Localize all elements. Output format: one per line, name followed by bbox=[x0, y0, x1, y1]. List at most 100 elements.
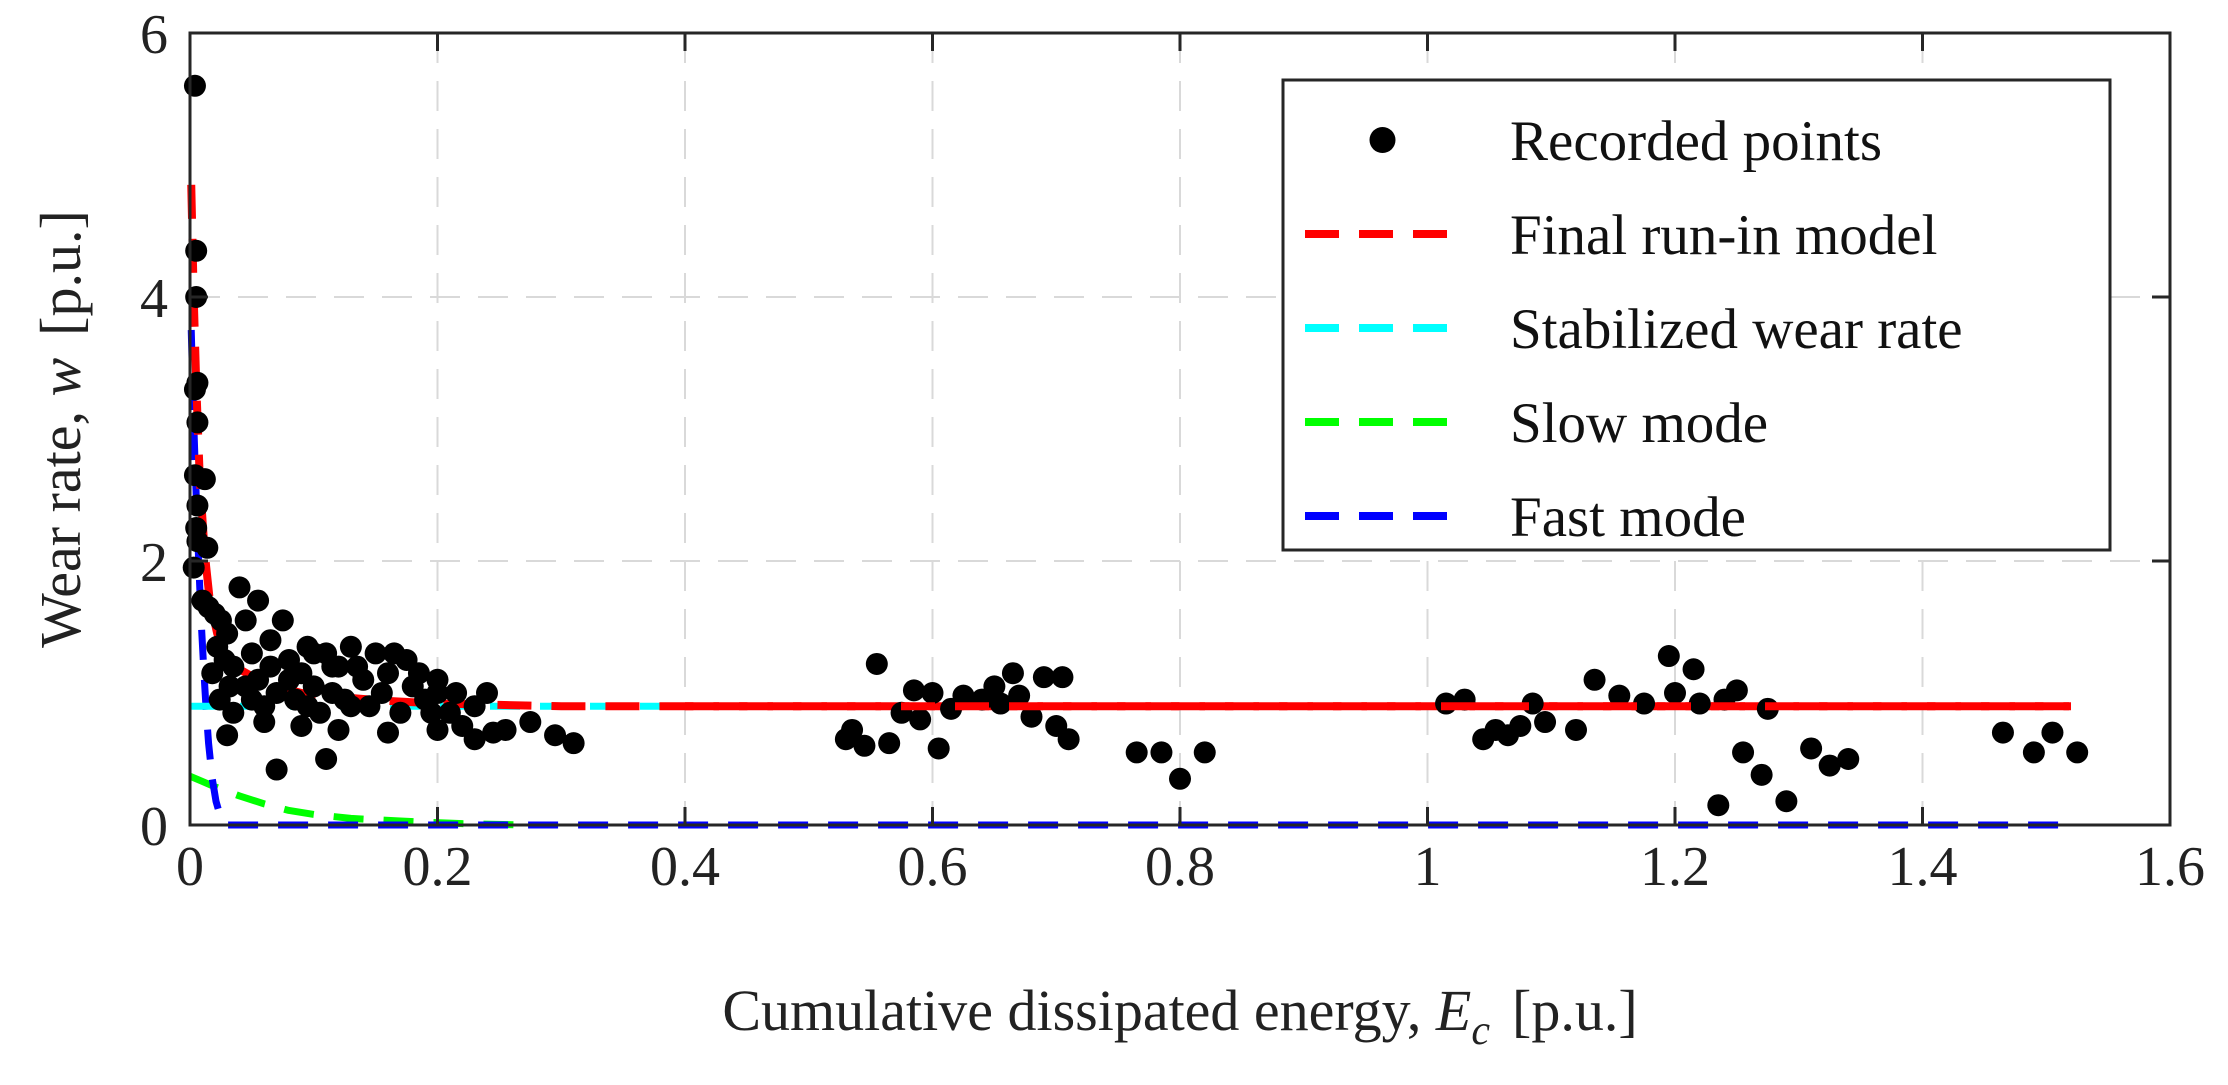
data-point bbox=[476, 682, 498, 704]
data-point bbox=[921, 682, 944, 704]
x-axis-title-text: Cumulative dissipated energy, bbox=[722, 978, 1436, 1043]
data-point bbox=[186, 494, 209, 517]
data-point bbox=[1732, 741, 1755, 764]
x-axis-symbol: E bbox=[1435, 978, 1471, 1043]
legend-label: Final run-in model bbox=[1510, 204, 1937, 267]
x-axis-subscript: c bbox=[1471, 1008, 1490, 1054]
data-point bbox=[259, 655, 282, 678]
legend-label: Slow mode bbox=[1510, 392, 1768, 455]
legend-item-fast-mode: Fast mode bbox=[1305, 486, 1746, 549]
data-point bbox=[463, 728, 486, 751]
y-tick-label: 0 bbox=[140, 796, 168, 858]
x-tick-label: 0.2 bbox=[403, 836, 473, 898]
data-point bbox=[302, 675, 325, 698]
data-point bbox=[902, 679, 925, 702]
data-point bbox=[2022, 741, 2045, 764]
data-point bbox=[271, 609, 294, 632]
data-point bbox=[377, 662, 399, 685]
data-point bbox=[1169, 767, 1191, 790]
data-point bbox=[1150, 741, 1173, 764]
data-point bbox=[989, 692, 1012, 715]
data-point bbox=[445, 682, 468, 704]
legend-item-stabilized-wear-rate: Stabilized wear rate bbox=[1305, 298, 1963, 361]
data-point bbox=[1991, 721, 2014, 744]
data-point bbox=[494, 718, 517, 741]
data-point bbox=[426, 718, 449, 741]
data-point bbox=[1534, 711, 1557, 734]
data-point bbox=[240, 688, 263, 711]
data-point bbox=[193, 468, 216, 491]
data-point bbox=[196, 536, 219, 559]
data-point bbox=[1837, 748, 1860, 770]
plot-series bbox=[182, 74, 2089, 829]
recorded-points-scatter bbox=[182, 74, 2089, 817]
axis-ticks: 0 0.2 0.4 0.6 0.8 1 1.2 1.4 1.6 0 2 4 6 bbox=[140, 4, 2205, 898]
data-point bbox=[278, 668, 300, 691]
data-point bbox=[259, 629, 282, 652]
data-point bbox=[420, 701, 443, 724]
data-point bbox=[1125, 741, 1148, 764]
data-point bbox=[1818, 754, 1841, 777]
data-point bbox=[1682, 658, 1705, 681]
data-point bbox=[327, 718, 350, 741]
data-point bbox=[389, 701, 412, 724]
y-tick-label: 6 bbox=[140, 4, 168, 66]
data-point bbox=[1509, 715, 1532, 737]
data-point bbox=[952, 684, 975, 707]
data-point bbox=[186, 411, 209, 434]
x-tick-label: 1.2 bbox=[1640, 836, 1710, 898]
data-point bbox=[2066, 741, 2089, 764]
data-point bbox=[364, 642, 387, 665]
data-point bbox=[1664, 682, 1686, 704]
data-point bbox=[234, 609, 257, 632]
x-tick-label: 0.8 bbox=[1145, 836, 1215, 898]
data-point bbox=[927, 737, 950, 760]
data-point bbox=[383, 642, 406, 665]
legend-marker-dot bbox=[1369, 127, 1396, 153]
data-point bbox=[377, 721, 399, 744]
data-point bbox=[339, 635, 362, 658]
data-point bbox=[208, 688, 231, 711]
legend-label: Fast mode bbox=[1510, 486, 1746, 549]
data-point bbox=[1608, 684, 1631, 707]
y-axis-symbol: w bbox=[28, 358, 93, 397]
data-point bbox=[183, 378, 206, 401]
data-point bbox=[1775, 790, 1798, 813]
data-point bbox=[1750, 763, 1773, 786]
x-tick-label: 0 bbox=[176, 836, 204, 898]
data-point bbox=[983, 675, 1006, 698]
data-point bbox=[1725, 679, 1748, 702]
data-point bbox=[240, 642, 263, 665]
data-point bbox=[183, 74, 206, 97]
y-axis-unit: [p.u.] bbox=[28, 210, 93, 336]
legend-items: Recorded points Final run-in model Stabili… bbox=[1305, 110, 1963, 549]
legend-item-recorded-points: Recorded points bbox=[1369, 110, 1882, 173]
x-tick-label: 1 bbox=[1414, 836, 1442, 898]
x-axis-unit: [p.u.] bbox=[1512, 978, 1638, 1043]
data-point bbox=[222, 701, 245, 724]
y-axis-title-text: Wear rate, bbox=[28, 397, 93, 648]
legend: Recorded points Final run-in model Stabili… bbox=[1281, 78, 2112, 552]
data-point bbox=[407, 662, 430, 685]
data-point bbox=[247, 589, 270, 612]
legend-item-final-run-in-model: Final run-in model bbox=[1305, 204, 1937, 267]
data-point bbox=[253, 711, 276, 734]
legend-label: Stabilized wear rate bbox=[1510, 298, 1963, 361]
data-point bbox=[1583, 668, 1606, 691]
x-tick-label: 1.4 bbox=[1888, 836, 1958, 898]
data-point bbox=[1051, 666, 1074, 689]
y-tick-label: 4 bbox=[140, 268, 168, 330]
data-point bbox=[1800, 737, 1823, 760]
data-point bbox=[370, 682, 393, 704]
x-tick-label: 1.6 bbox=[2135, 836, 2205, 898]
data-point bbox=[265, 758, 288, 781]
x-axis-title: Cumulative dissipated energy, Ec [p.u.] bbox=[722, 978, 1637, 1054]
data-point bbox=[1193, 741, 1216, 764]
y-axis-title: Wear rate, w [p.u.] bbox=[28, 210, 93, 648]
data-point bbox=[201, 662, 224, 685]
data-point bbox=[562, 732, 585, 755]
data-point bbox=[1001, 662, 1024, 685]
data-point bbox=[315, 748, 338, 770]
data-point bbox=[1633, 692, 1656, 715]
data-point bbox=[290, 715, 313, 737]
